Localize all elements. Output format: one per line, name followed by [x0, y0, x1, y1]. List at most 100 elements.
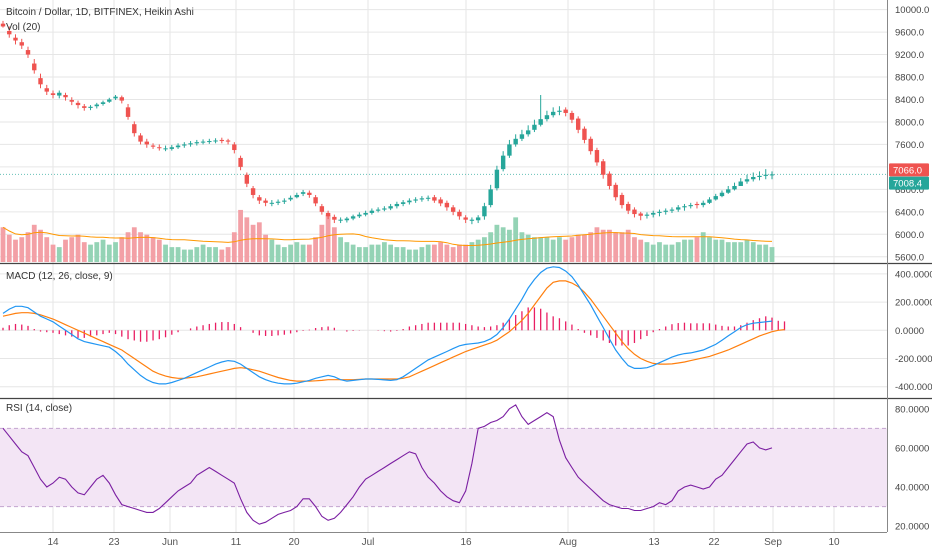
x-tick-label: 11 [231, 537, 242, 548]
x-tick-label: 10 [828, 537, 840, 548]
candle-body [463, 217, 468, 220]
candle-body [325, 212, 331, 217]
volume-bar [194, 247, 200, 262]
volume-bar [25, 232, 31, 262]
volume-bar [263, 234, 268, 262]
volume-bar [250, 224, 256, 262]
price-label: 7066.0 [893, 165, 922, 176]
x-tick-label: Jul [362, 537, 375, 548]
volume-bar [475, 239, 481, 262]
volume-bar [769, 247, 775, 262]
price-tick-label: 9200.0 [895, 50, 924, 61]
x-tick-label: Jun [162, 537, 178, 548]
volume-bar [200, 244, 206, 262]
volume-bar [356, 247, 362, 262]
volume-bar [719, 239, 725, 262]
volume-bar [544, 237, 550, 262]
candle-body [575, 118, 581, 130]
candle-body [188, 143, 193, 145]
candle-body [638, 213, 643, 216]
price-label-box [889, 163, 929, 177]
candle-body [475, 217, 481, 221]
candle-body [507, 144, 512, 156]
volume-bar [663, 244, 669, 262]
candle-body [582, 128, 587, 140]
rsi-tick-label: 40.0000 [895, 483, 929, 494]
volume-bar [0, 227, 6, 262]
volume-bar [463, 244, 469, 262]
volume-bar [56, 247, 62, 262]
volume-bar [482, 237, 487, 262]
candle-body [557, 110, 562, 112]
volume-bar [325, 214, 331, 262]
price-tick-label: 7600.0 [895, 140, 924, 151]
price-tick-label: 8800.0 [895, 73, 924, 84]
candle-body [269, 202, 275, 204]
candle-body [113, 96, 118, 99]
volume-bar [469, 242, 475, 262]
volume-bar [169, 247, 175, 262]
candle-body [107, 99, 112, 102]
volume-bar [31, 224, 37, 262]
candle-body [726, 189, 731, 193]
macd-tick-label: -200.0000 [895, 354, 932, 365]
volume-bar [388, 244, 394, 262]
macd-tick-label: -400.0000 [895, 382, 932, 393]
candle-body [225, 140, 231, 142]
volume-bar [138, 232, 143, 262]
candle-body [544, 115, 550, 120]
candle-body [613, 184, 618, 198]
volume-bar [375, 244, 381, 262]
candle-body [200, 141, 206, 143]
candle-body [519, 134, 525, 139]
volume-bar [619, 232, 625, 262]
candle-body [400, 202, 406, 204]
volume-bar [44, 237, 50, 262]
x-tick-label: 16 [460, 537, 472, 548]
volume-bar [225, 247, 231, 262]
volume-bar [400, 247, 406, 262]
macd-label: MACD (12, 26, close, 9) [6, 271, 113, 282]
volume-bar [306, 244, 312, 262]
candle-body [707, 199, 712, 203]
candle-body [288, 197, 293, 200]
volume-bar [13, 239, 18, 262]
volume-bar [50, 244, 56, 262]
candle-body [38, 78, 43, 85]
volume-bar [700, 232, 706, 262]
volume-bar [500, 227, 506, 262]
x-tick-label: 20 [288, 537, 300, 548]
candle-body [550, 111, 556, 116]
candle-body [388, 206, 393, 209]
volume-bar [744, 239, 750, 262]
candle-body [169, 147, 175, 149]
volume-bar [450, 247, 456, 262]
candle-body [338, 219, 343, 221]
rsi-label: RSI (14, close) [6, 403, 73, 414]
volume-bar [507, 229, 512, 262]
candle-body [132, 124, 137, 134]
candle-body [469, 219, 475, 221]
price-tick-label: 10000.0 [895, 5, 929, 16]
candle-body [619, 194, 625, 206]
candle-body [357, 214, 362, 217]
volume-bar [682, 239, 687, 262]
price-tick-label: 6000.0 [895, 230, 924, 241]
candle-body [313, 197, 318, 204]
volume-bar [369, 244, 375, 262]
volume-bar [269, 239, 275, 262]
volume-label: Vol (20) [6, 22, 41, 33]
candle-body [676, 207, 681, 210]
price-tick-label: 8400.0 [895, 95, 924, 106]
volume-bar [725, 242, 731, 262]
price-label-box [889, 176, 929, 190]
candle-body [651, 212, 656, 215]
candle-body [13, 37, 18, 41]
volume-bar [688, 239, 694, 262]
macd-line [2, 266, 773, 385]
candle-body [719, 192, 725, 197]
candle-body [294, 194, 300, 198]
volume-bar [275, 244, 281, 262]
candle-body [300, 192, 306, 194]
